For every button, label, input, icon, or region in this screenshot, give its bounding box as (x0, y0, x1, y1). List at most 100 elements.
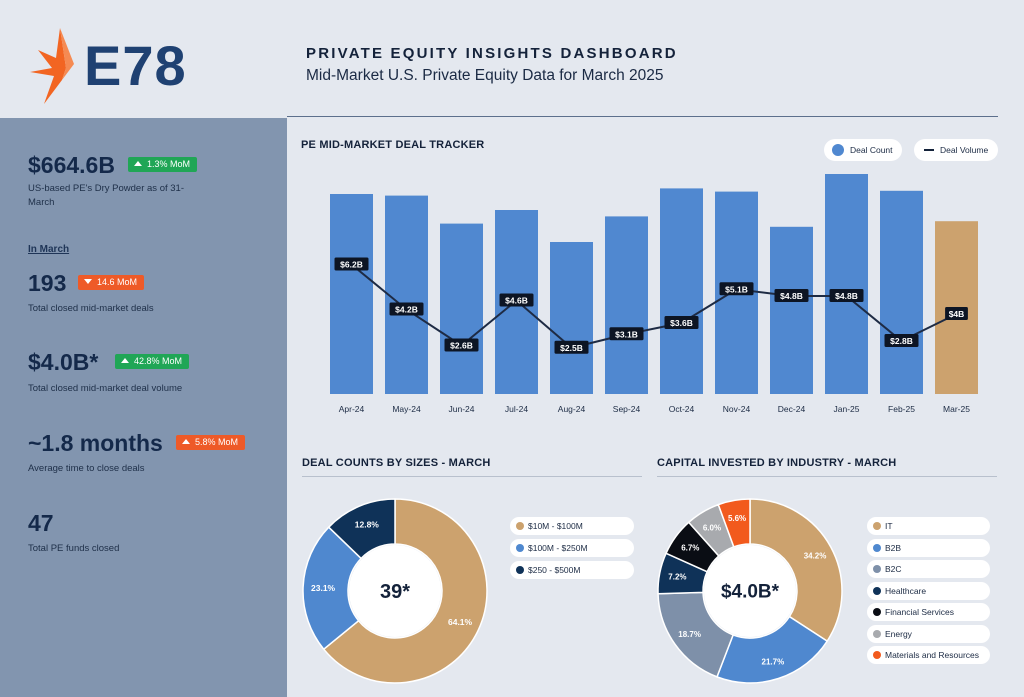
x-tick-label: May-24 (392, 404, 421, 414)
legend-label: Financial Services (885, 607, 954, 617)
arrow-up-icon (182, 439, 190, 444)
legend-label: Healthcare (885, 585, 927, 596)
legend-swatch (873, 651, 881, 659)
logo-text: E78 (84, 34, 187, 97)
slice-value-label: 6.0% (703, 524, 721, 533)
donut-center-label: 39* (380, 581, 410, 603)
data-label: $2.8B (890, 336, 913, 346)
bar-jun-24 (440, 223, 483, 394)
legend-swatch (873, 543, 881, 552)
capital-industry-title: CAPITAL INVESTED BY INDUSTRY - MARCH (657, 457, 897, 469)
legend-swatch (516, 544, 524, 552)
data-label-box (389, 302, 424, 316)
dry-powder-badge: 1.3% MoM (128, 157, 198, 172)
data-label-box (664, 316, 699, 329)
donut-center-label: $4.0B* (721, 582, 780, 603)
x-tick-label: Jun-24 (449, 404, 475, 414)
x-tick-label: Jan-25 (834, 404, 860, 414)
header-divider (287, 116, 998, 117)
deal-volume-label: Total closed mid-market deal volume (28, 383, 183, 394)
badge-text: 5.8% MoM (195, 437, 239, 447)
donut-hole (704, 545, 796, 637)
data-label: $4.6B (505, 296, 528, 306)
legend-item-it[interactable]: IT (867, 517, 990, 535)
data-label: $3.6B (670, 318, 693, 328)
legend-label: Deal Count (850, 145, 893, 155)
legend-swatch (873, 565, 881, 573)
legend-deal-count[interactable]: Deal Count (824, 139, 902, 161)
legend-swatch (516, 566, 524, 574)
x-tick-label: Mar-25 (943, 404, 970, 414)
slice-value-label: 5.6% (728, 514, 746, 523)
dry-powder-label: US-based PE's Dry Powder as of 31-March (28, 183, 184, 209)
data-label-box (499, 293, 534, 307)
page-title: PRIVATE EQUITY INSIGHTS DASHBOARD (306, 45, 678, 62)
data-label-box (884, 334, 919, 347)
data-label: $4B (949, 309, 965, 319)
dry-powder-value: $664.6B (28, 152, 115, 178)
x-tick-label: Jul-24 (505, 404, 528, 414)
deal-sizes-title: DEAL COUNTS BY SIZES - MARCH (302, 457, 491, 469)
slice-value-label: 6.7% (681, 543, 699, 552)
deals-closed-value: 193 (28, 270, 67, 296)
slice--10m-100m (322, 498, 488, 684)
slice-value-label: 7.2% (668, 573, 686, 582)
data-label-box (334, 257, 369, 271)
data-label-box (774, 289, 809, 302)
logo: E78 (0, 0, 287, 118)
legend-item-energy[interactable]: Energy (867, 624, 990, 643)
x-tick-label: Aug-24 (558, 404, 586, 414)
slice-value-label: 34.2% (804, 552, 827, 561)
capital-industry-donut: 34.2% 21.7% 18.7% 7.2% 6.7% 6.0% 5.6% $4.0B* (657, 498, 843, 684)
deal-tracker-title: PE MID-MARKET DEAL TRACKER (301, 139, 485, 151)
data-label: $5.1B (725, 284, 748, 294)
slice-materials-and-resources (717, 498, 751, 548)
funds-closed-value: 47 (28, 510, 54, 536)
legend-item--10m-100m[interactable]: $10M - $100M (510, 517, 634, 535)
slice-it (749, 498, 843, 643)
x-tick-label: Dec-24 (778, 404, 806, 414)
legend-label: $250 - $500M (528, 565, 581, 575)
arrow-up-icon (134, 161, 142, 166)
legend-swatch (516, 522, 524, 530)
starburst-icon (30, 28, 74, 104)
legend-label: Energy (885, 628, 912, 639)
legend-swatch (873, 608, 881, 616)
bar-may-24 (385, 195, 428, 394)
x-tick-label: Nov-24 (723, 404, 751, 414)
slice--100m-250m (302, 526, 363, 651)
legend-swatch (832, 144, 844, 156)
data-label: $4.2B (395, 305, 418, 315)
legend-deal-volume[interactable]: Deal Volume (914, 139, 998, 161)
bar-dec-24 (770, 226, 813, 394)
legend-item-materials-and-resources[interactable]: Materials and Resources (867, 646, 990, 664)
bar-feb-25 (880, 190, 923, 394)
legend-item--250-500m[interactable]: $250 - $500M (510, 561, 634, 579)
deals-closed-badge: 14.6 MoM (78, 275, 145, 290)
x-tick-label: Apr-24 (339, 404, 365, 414)
legend-item--100m-250m[interactable]: $100M - $250M (510, 539, 634, 557)
legend-line-swatch (924, 149, 934, 151)
bar-jan-25 (825, 174, 868, 394)
legend-item-b2c[interactable]: B2C (867, 560, 990, 578)
legend-item-b2b[interactable]: B2B (867, 538, 990, 557)
legend-label: B2B (885, 542, 902, 553)
x-tick-label: Sep-24 (613, 404, 641, 414)
data-label-box (945, 307, 968, 320)
data-label: $3.1B (615, 329, 638, 339)
legend-swatch (873, 629, 881, 638)
legend-label: Deal Volume (940, 145, 989, 155)
legend-label: IT (885, 521, 893, 531)
deal-tracker-chart: Apr-24 May-24 Jun-24 Jul-24 Aug-24 Sep-24 Oct-… (330, 174, 978, 414)
deal-sizes-donut: 64.1% 23.1% 12.8% 39* (302, 498, 488, 684)
deal-volume-badge: 42.8% MoM (115, 354, 190, 369)
in-march-link[interactable]: In March (28, 244, 70, 255)
data-label: $6.2B (340, 260, 363, 270)
legend-swatch (873, 586, 881, 595)
arrow-down-icon (84, 279, 92, 284)
section-divider (657, 476, 997, 477)
legend-item-healthcare[interactable]: Healthcare (867, 581, 990, 600)
legend-item-financial-services[interactable]: Financial Services (867, 603, 990, 621)
x-tick-label: Feb-25 (888, 404, 915, 414)
data-label-box (719, 282, 754, 296)
